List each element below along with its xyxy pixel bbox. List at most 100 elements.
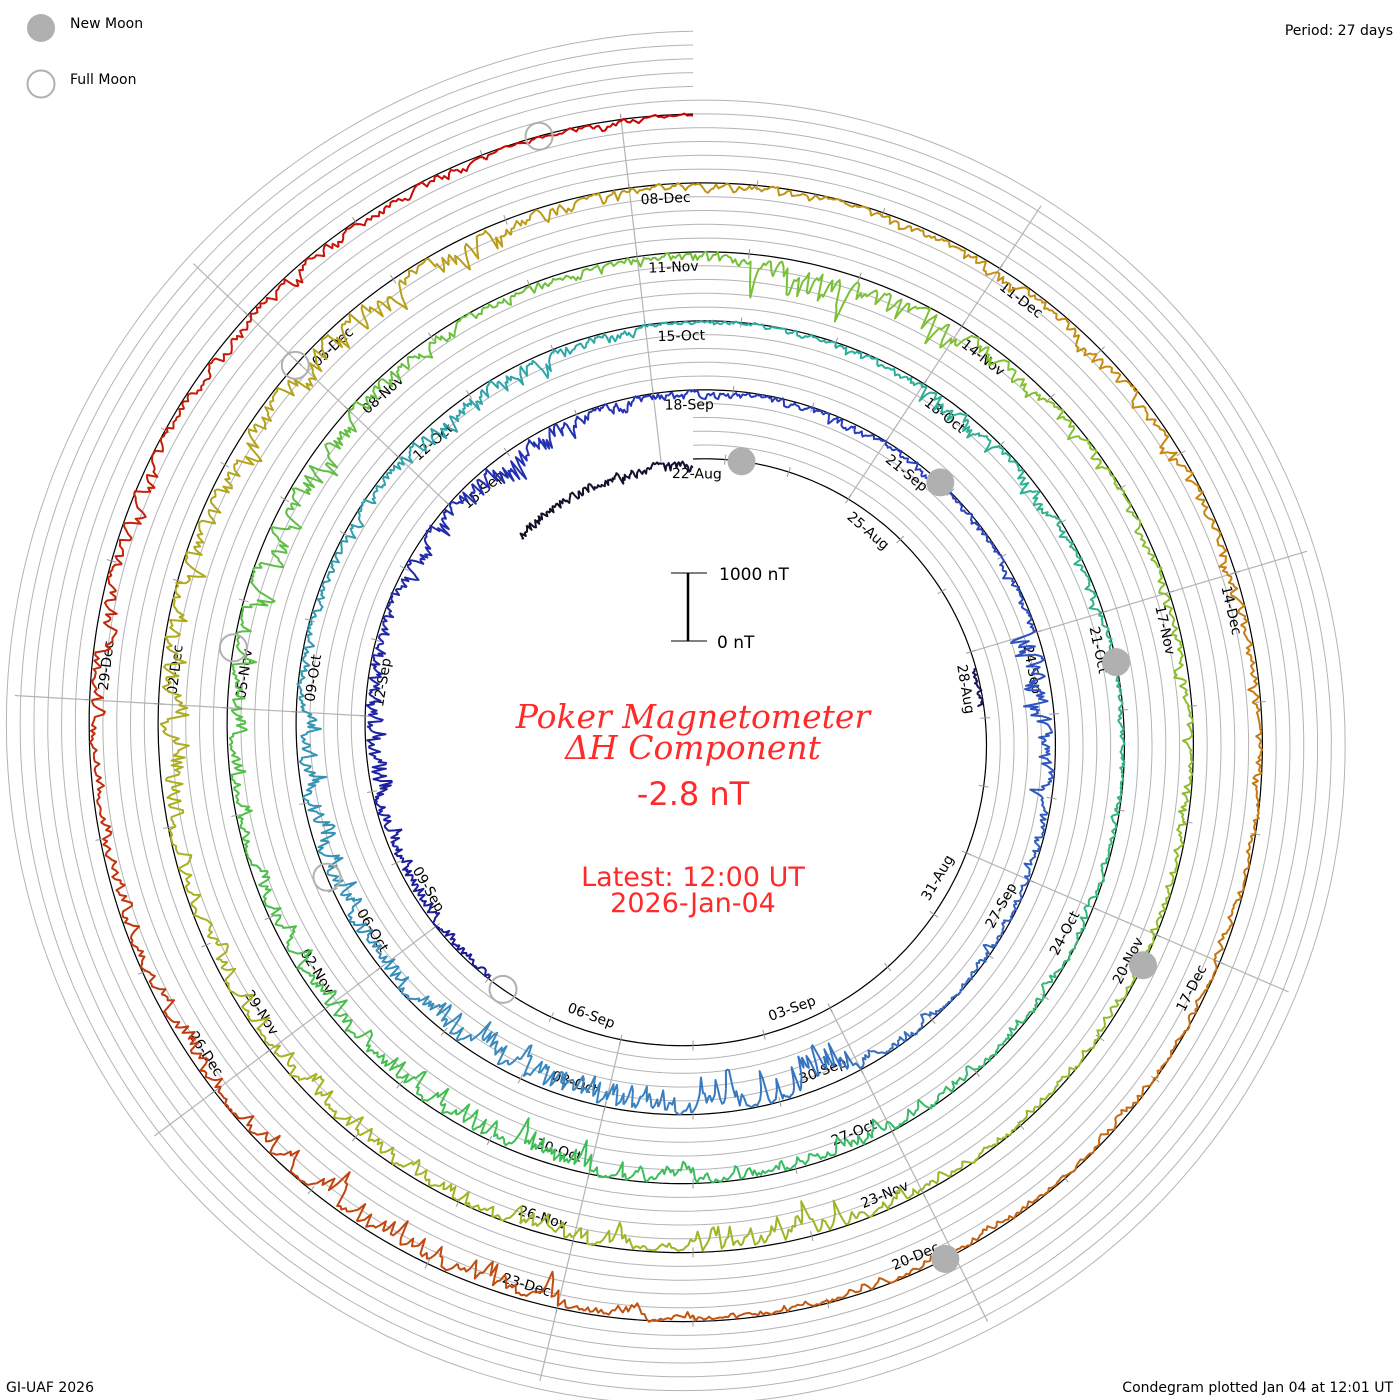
dH-trace-segment [1186, 706, 1194, 730]
dH-trace-segment [671, 1160, 694, 1177]
dH-trace-segment [832, 198, 859, 209]
dH-trace-segment [146, 455, 159, 489]
dH-trace-segment [379, 1141, 398, 1166]
dH-trace-segment [378, 626, 390, 644]
dH-trace-segment [800, 1044, 820, 1077]
footer-credit: GI-UAF 2026 [6, 1380, 94, 1396]
dH-trace-segment [167, 799, 185, 827]
dH-trace-segment [605, 1083, 625, 1107]
dH-trace-segment [684, 389, 702, 399]
dH-trace-segment [181, 385, 203, 410]
dH-trace-segment [357, 501, 365, 522]
dH-trace-segment [232, 685, 246, 710]
dH-trace-segment [243, 1007, 271, 1030]
chart-title: Poker Magnetometer [515, 697, 873, 736]
day-tick [1215, 959, 1225, 965]
dH-trace-segment [1056, 524, 1070, 542]
moon-markers [218, 121, 1157, 1273]
dH-trace-segment [855, 1207, 879, 1220]
dH-trace-segment [1002, 572, 1017, 588]
day-tick [291, 711, 302, 713]
latest-time: Latest: 12:00 UT [581, 862, 805, 893]
dH-trace-segment [449, 933, 460, 947]
dH-trace-segment [249, 297, 272, 319]
day-tick [360, 715, 371, 717]
dH-trace-segment [456, 1259, 483, 1280]
dH-trace-segment [471, 473, 491, 496]
dH-trace-segment [813, 1151, 835, 1160]
dH-trace-segment [927, 1006, 945, 1017]
dH-trace-segment [943, 994, 957, 1008]
dH-trace-segment [382, 1220, 409, 1246]
dH-trace-segment [89, 727, 98, 756]
dH-trace-segment [471, 1118, 498, 1135]
grid-spiral [323, 348, 1029, 1088]
dH-trace-segment [494, 1045, 509, 1066]
grid-spiral [61, 85, 1291, 1350]
day-tick [1046, 796, 1057, 800]
dH-trace-segment [519, 359, 541, 377]
dH-trace-segment [320, 334, 351, 353]
day-tick [172, 578, 183, 583]
day-tick [220, 461, 230, 468]
date-label: 29-Dec [96, 640, 118, 691]
dH-trace-segment [1023, 697, 1049, 717]
dH-trace-segment [630, 1165, 653, 1183]
day-tick [307, 1186, 315, 1195]
period-label: Period: 27 days [1284, 23, 1393, 39]
dH-trace-segment [107, 563, 123, 592]
dH-trace-segment [291, 487, 312, 507]
dH-trace-segment [588, 482, 604, 491]
dH-trace-segment [1126, 510, 1142, 533]
dH-trace-segment [435, 925, 451, 937]
dH-trace-segment [170, 1019, 197, 1040]
dH-trace-segment [1167, 457, 1195, 482]
dH-trace-segment [1018, 602, 1031, 618]
dH-trace-segment [1226, 574, 1239, 600]
dH-trace-segment [917, 1012, 928, 1032]
day-tick [1150, 1075, 1160, 1083]
dH-trace-segment [663, 321, 685, 326]
dH-trace-segment [468, 953, 479, 970]
date-label: 18-Oct [921, 395, 969, 437]
dH-trace-segment [652, 392, 670, 402]
dH-trace-segment [981, 529, 993, 544]
dH-trace-segment [1087, 887, 1100, 906]
dH-trace-segment [562, 416, 578, 439]
dH-trace-segment [199, 1062, 224, 1089]
day-tick [424, 1258, 431, 1269]
dH-trace-segment [641, 1085, 660, 1109]
dH-trace-segment [724, 1068, 745, 1107]
dH-trace-segment [1117, 689, 1124, 711]
dH-trace-segment [905, 375, 923, 388]
dH-trace-segment [377, 804, 391, 821]
dH-trace-segment [357, 1127, 384, 1146]
dH-trace-segment [368, 670, 383, 688]
dH-trace-segment [423, 529, 432, 550]
grid-spiral [19, 44, 1332, 1392]
dH-trace-segment [998, 445, 1012, 463]
dH-trace-segment [649, 461, 663, 470]
dH-trace-segment [961, 421, 983, 439]
dH-trace-segment [811, 406, 828, 416]
latest-date: 2026-Jan-04 [610, 888, 776, 919]
dH-trace-segment [298, 693, 308, 714]
dH-trace-segment [321, 569, 336, 586]
dH-trace-segment [1091, 353, 1115, 374]
dH-trace-segment [1013, 894, 1023, 912]
day-tick [294, 358, 302, 367]
dH-trace-segment [477, 966, 491, 979]
dH-trace-segment [1109, 997, 1126, 1018]
dH-trace-segment [975, 952, 989, 969]
dH-trace-segment [330, 999, 349, 1023]
dH-trace-segment [372, 1050, 391, 1067]
dH-trace-segment [1079, 904, 1090, 926]
dH-trace-segment [1001, 910, 1015, 924]
dH-trace-segment [151, 430, 169, 457]
dH-trace-segment [395, 976, 410, 996]
dH-trace-segment [871, 1118, 889, 1139]
full-moon-marker [280, 350, 310, 380]
dH-trace-segment [578, 192, 607, 205]
dH-trace-segment [833, 1136, 853, 1156]
day-tick [320, 1005, 330, 1013]
